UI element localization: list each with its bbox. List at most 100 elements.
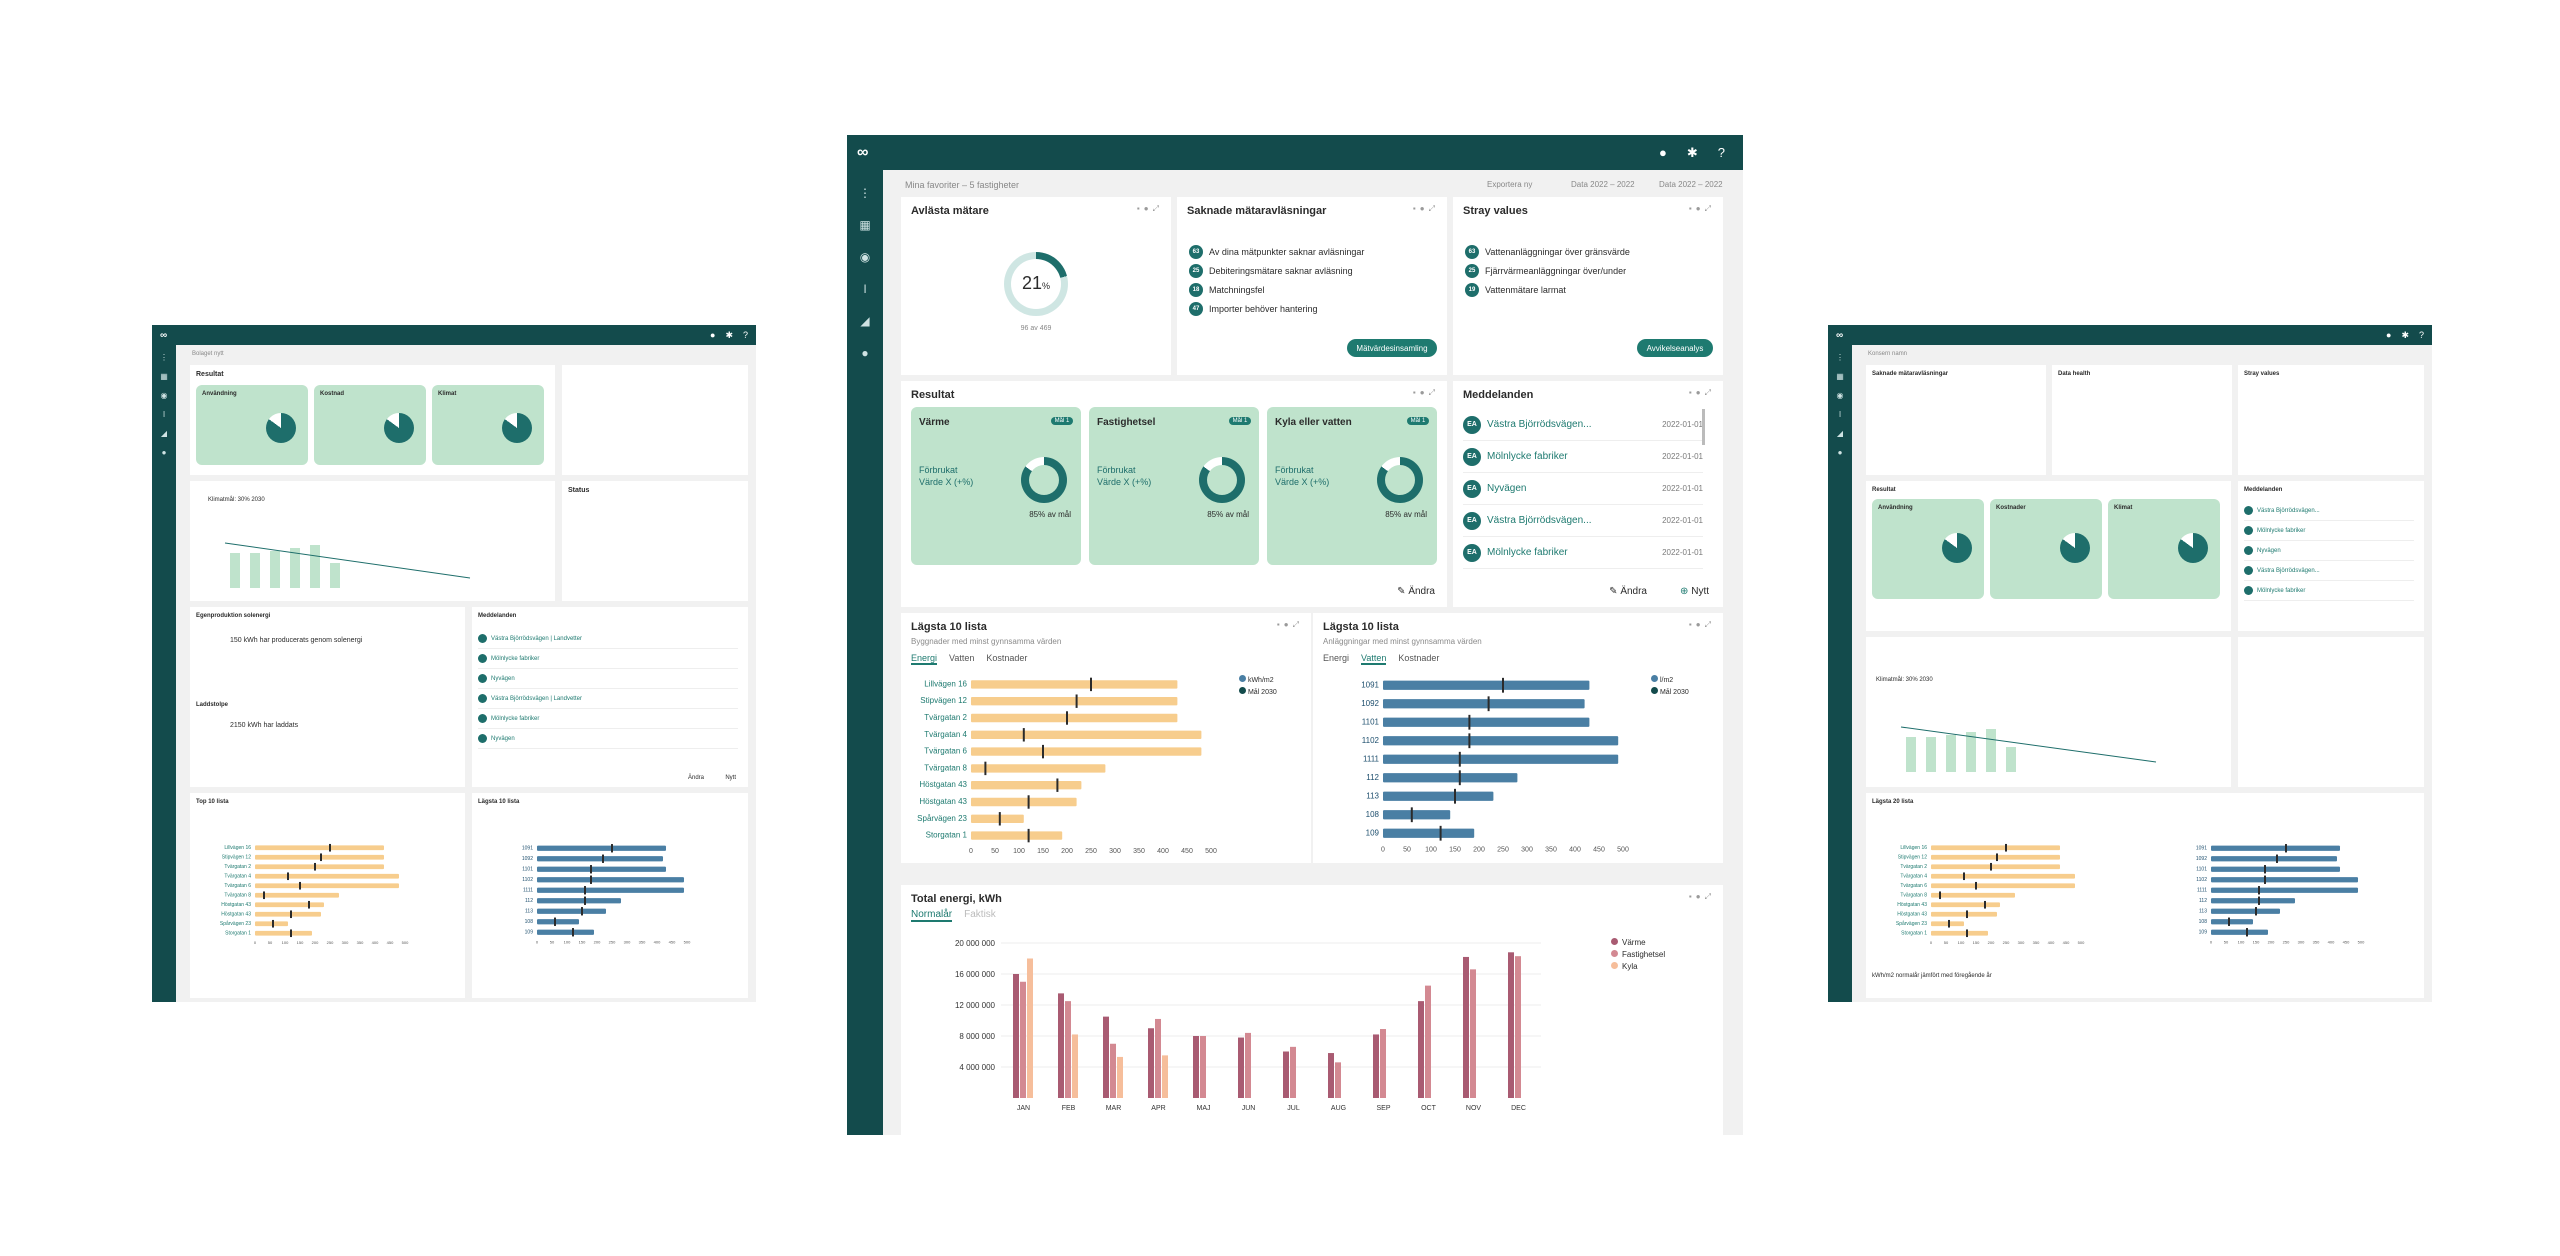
card-tools[interactable]: ▪●⤢ xyxy=(1688,388,1715,397)
msg-edit-button[interactable]: ✎ Ändra xyxy=(1609,586,1647,597)
message-row[interactable]: Västra Björrödsvägen | Landvetter xyxy=(478,629,738,649)
result-card[interactable]: Värme Mål 1 Förbrukat Värde X (+%) 85% av må… xyxy=(911,407,1081,565)
issue-row[interactable]: 25 Fjärrvärmeanläggningar över/under xyxy=(1465,264,1630,278)
help-icon[interactable]: ? xyxy=(742,330,748,340)
message-row[interactable]: EA Mölnlycke fabriker 2022-01-01 xyxy=(1463,537,1703,569)
tab-kostnader[interactable]: Kostnader xyxy=(1398,653,1440,663)
target-marker xyxy=(1502,677,1504,693)
help-icon[interactable]: ? xyxy=(2418,330,2424,340)
message-row[interactable]: EA Mölnlycke fabriker 2022-01-01 xyxy=(1463,441,1703,473)
nav-tree-icon[interactable]: ⋮ xyxy=(1836,353,1844,362)
message-row[interactable]: Mölnlycke fabriker xyxy=(478,649,738,669)
legend-item: kWh/m2 xyxy=(1239,675,1277,687)
message-row[interactable]: EA Västra Björrödsvägen... 2022-01-01 xyxy=(1463,409,1703,441)
bar xyxy=(2006,747,2016,772)
gear-icon[interactable]: ✱ xyxy=(725,329,733,340)
message-row[interactable]: Mölnlycke fabriker xyxy=(2244,521,2414,541)
nav-tree-icon[interactable]: ⋮ xyxy=(160,353,168,362)
nav-chart-icon[interactable]: ◢ xyxy=(1836,429,1844,438)
left-klimat-chart xyxy=(224,542,471,588)
value-bar xyxy=(1931,902,2000,908)
total-card: Total energi, kWh ▪●⤢ Normalår Faktisk V… xyxy=(901,885,1723,1135)
issue-row[interactable]: 19 Vattenmätare larmat xyxy=(1465,283,1630,297)
date-filter-1[interactable]: Data 2022 – 2022 xyxy=(1571,180,1635,189)
tab-normalar[interactable]: Normalår xyxy=(911,909,953,922)
message-row[interactable]: Nyvägen xyxy=(478,729,738,749)
result-card[interactable]: Kyla eller vatten Mål 1 Förbrukat Värde X (… xyxy=(1267,407,1437,565)
issue-row[interactable]: 25 Debiteringsmätare saknar avläsning xyxy=(1189,264,1364,278)
msg-scrollbar[interactable] xyxy=(1702,409,1705,445)
category-label: 1102 xyxy=(522,877,533,883)
nav-globe-icon[interactable]: ◉ xyxy=(1836,391,1844,400)
matvarde-button[interactable]: Mätvärdesinsamling xyxy=(1347,339,1437,357)
nav-globe-icon[interactable]: ◉ xyxy=(859,250,871,264)
nav-user-icon[interactable]: ● xyxy=(161,448,167,457)
nav-tree-icon[interactable]: ⋮ xyxy=(859,186,871,200)
resultat-edit-button[interactable]: ✎ Ändra xyxy=(1397,586,1435,597)
card-tools[interactable]: ▪●⤢ xyxy=(1276,620,1303,629)
card-tools[interactable]: ▪●⤢ xyxy=(1412,388,1439,397)
left-sidebar: ⋮ ▦ ◉ ǀ ◢ ● xyxy=(152,345,176,1002)
issue-row[interactable]: 47 Importer behöver hantering xyxy=(1189,302,1364,316)
nav-thermo-icon[interactable]: ǀ xyxy=(1838,410,1842,419)
left-edit-button[interactable]: Ändra xyxy=(687,775,704,781)
target-marker xyxy=(1022,728,1025,742)
category-label: Spårvägen 23 xyxy=(220,920,251,927)
avvikelse-button[interactable]: Avvikelseanalys xyxy=(1637,339,1713,357)
tab-energi[interactable]: Energi xyxy=(1323,653,1350,663)
bell-icon[interactable]: ● xyxy=(2386,330,2392,340)
nav-globe-icon[interactable]: ◉ xyxy=(160,391,168,400)
bell-icon[interactable]: ● xyxy=(710,330,716,340)
bar xyxy=(1986,729,1996,772)
card-tools[interactable]: ▪●⤢ xyxy=(1136,204,1163,213)
x-tick-label: 450 xyxy=(1181,848,1193,855)
message-row[interactable]: EA Nyvägen 2022-01-01 xyxy=(1463,473,1703,505)
category-label: 108 xyxy=(2199,919,2208,925)
left-new-button[interactable]: Nytt xyxy=(725,775,736,781)
date-filter-2[interactable]: Data 2022 – 2022 xyxy=(1659,180,1723,189)
tab-vatten[interactable]: Vatten xyxy=(1361,653,1387,665)
nav-thermo-icon[interactable]: ǀ xyxy=(162,410,166,419)
message-row[interactable]: Västra Björrödsvägen | Landvetter xyxy=(478,689,738,709)
message-row[interactable]: EA Västra Björrödsvägen... 2022-01-01 xyxy=(1463,505,1703,537)
legend-swatch xyxy=(1651,675,1658,682)
message-row[interactable]: Mölnlycke fabriker xyxy=(2244,581,2414,601)
card-tools[interactable]: ▪●⤢ xyxy=(1688,892,1715,901)
target-marker xyxy=(1454,788,1456,804)
card-tools[interactable]: ▪●⤢ xyxy=(1688,204,1715,213)
target-marker xyxy=(272,919,274,928)
help-icon[interactable]: ? xyxy=(1717,145,1725,160)
message-row[interactable]: Västra Björrödsvägen... xyxy=(2244,501,2414,521)
target-tag: Mål 1 xyxy=(1051,417,1073,425)
result-card[interactable]: Fastighetsel Mål 1 Förbrukat Värde X (+%) 85… xyxy=(1089,407,1259,565)
gear-icon[interactable]: ✱ xyxy=(2401,329,2409,340)
target-marker xyxy=(2258,886,2260,895)
message-row[interactable]: Nyvägen xyxy=(2244,541,2414,561)
export-button[interactable]: Exportera ny xyxy=(1487,180,1533,189)
tab-energi[interactable]: Energi xyxy=(911,653,938,665)
bell-icon[interactable]: ● xyxy=(1659,145,1667,160)
nav-thermo-icon[interactable]: ǀ xyxy=(863,282,867,296)
card-tools[interactable]: ▪●⤢ xyxy=(1688,620,1715,629)
tab-vatten[interactable]: Vatten xyxy=(949,653,975,663)
right-msg-list: Västra Björrödsvägen... Mölnlycke fabrike… xyxy=(2244,501,2414,601)
nav-dashboard-icon[interactable]: ▦ xyxy=(859,218,871,232)
message-row[interactable]: Mölnlycke fabriker xyxy=(478,709,738,729)
tab-kostnader[interactable]: Kostnader xyxy=(986,653,1028,663)
nav-user-icon[interactable]: ● xyxy=(861,346,869,360)
gear-icon[interactable]: ✱ xyxy=(1686,144,1698,160)
issue-row[interactable]: 18 Matchningsfel xyxy=(1189,283,1364,297)
nav-chart-icon[interactable]: ◢ xyxy=(160,429,168,438)
tab-faktisk[interactable]: Faktisk xyxy=(964,909,996,920)
category-label: 1101 xyxy=(2196,867,2207,873)
card-tools[interactable]: ▪●⤢ xyxy=(1412,204,1439,213)
nav-dashboard-icon[interactable]: ▦ xyxy=(1836,372,1844,381)
issue-row[interactable]: 63 Vattenanläggningar över gränsvärde xyxy=(1465,245,1630,259)
issue-row[interactable]: 63 Av dina mätpunkter saknar avläsningar xyxy=(1189,245,1364,259)
message-row[interactable]: Västra Björrödsvägen... xyxy=(2244,561,2414,581)
message-row[interactable]: Nyvägen xyxy=(478,669,738,689)
msg-new-button[interactable]: ⊕ Nytt xyxy=(1680,586,1709,597)
nav-dashboard-icon[interactable]: ▦ xyxy=(160,372,168,381)
nav-chart-icon[interactable]: ◢ xyxy=(860,314,870,328)
nav-user-icon[interactable]: ● xyxy=(1837,448,1843,457)
